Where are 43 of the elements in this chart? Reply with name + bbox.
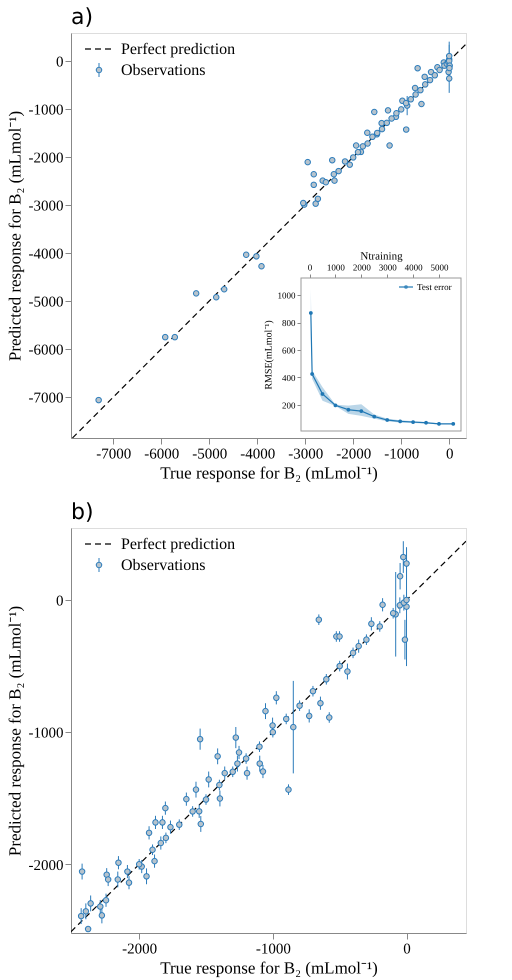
y-tick-label: -6000 [28,342,64,359]
y-tick-label: -2000 [28,150,64,166]
y-axis-title: Predicted response for B₂ (mLmol⁻¹) [6,606,25,856]
legend-label: Observations [121,62,206,79]
x-tick-label: 2000 [352,262,372,272]
y-axis-title: RMSE(mLmol⁻¹) [264,320,274,390]
x-tick-label: -2000 [336,446,372,462]
x-axis-title: True response for B₂ (mLmol⁻¹) [160,464,378,482]
x-tick-label: 3000 [378,262,398,272]
y-tick-label: 0 [56,54,64,70]
x-tick-label: 0 [403,942,411,958]
text: a) [71,5,94,30]
x-axis-title: Ntraining [360,250,404,262]
y-tick-label: 400 [282,372,296,383]
y-tick-label: 600 [282,346,296,356]
y-tick-label: 0 [56,594,64,610]
x-tick-label: -6000 [144,446,180,462]
text: b) [71,500,94,525]
y-tick-label: -5000 [28,294,64,311]
y-tick-label: -1000 [28,102,64,118]
x-tick-label: -2000 [122,942,158,958]
legend-label: Observations [121,557,206,574]
x-tick-label: -1000 [384,446,420,462]
y-tick-label: 1000 [278,290,296,301]
y-tick-label: -1000 [28,726,64,742]
legend-label: Perfect prediction [121,536,236,553]
x-axis-title: True response for B₂ (mLmol⁻¹) [160,958,378,978]
y-tick-label: 800 [282,318,296,328]
y-tick-label: -7000 [28,390,64,407]
x-tick-label: 0 [308,262,313,272]
x-tick-label: 1000 [326,262,346,272]
y-tick-label: 200 [282,400,296,410]
y-axis-title: Predicted response for B₂ (mLmol⁻¹) [6,110,25,362]
legend-label: Perfect prediction [121,41,236,58]
x-tick-label: -7000 [96,446,132,462]
y-tick-label: -3000 [28,198,64,214]
x-tick-label: -4000 [240,446,276,462]
x-tick-label: 4000 [404,262,424,272]
x-tick-label: 5000 [430,262,449,272]
x-tick-label: 0 [446,446,454,462]
legend-label: Test error [417,282,452,292]
y-tick-label: -2000 [28,858,64,874]
x-tick-label: -5000 [192,446,228,462]
